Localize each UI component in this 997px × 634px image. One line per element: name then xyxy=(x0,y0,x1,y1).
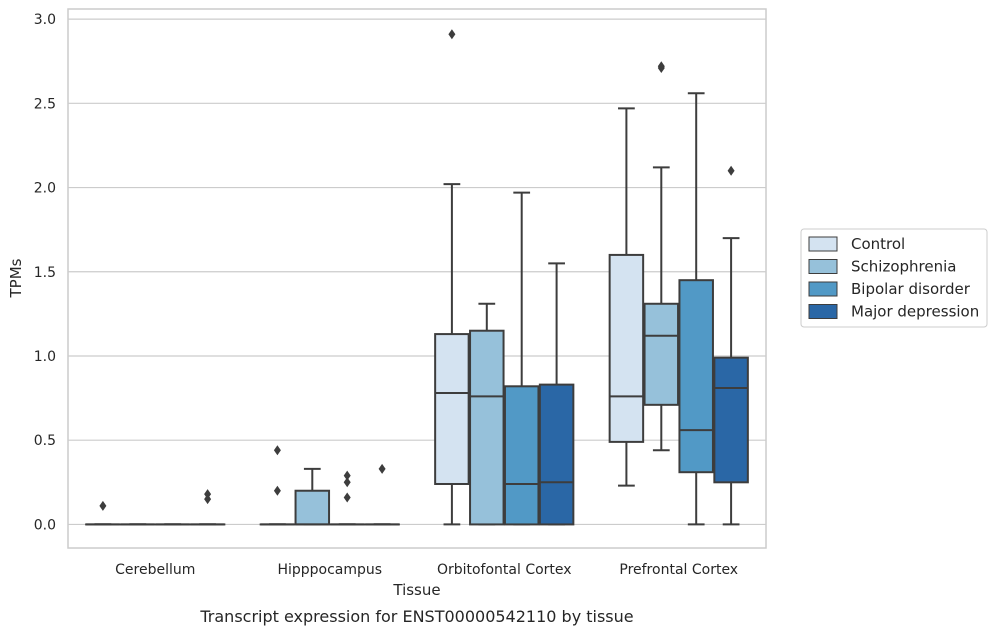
legend-swatch xyxy=(808,236,838,252)
legend-label: Control xyxy=(851,235,905,253)
outlier-point xyxy=(204,489,212,500)
boxes xyxy=(85,29,749,526)
x-tick-label: Orbitofontal Cortex xyxy=(437,562,572,578)
legend-swatch xyxy=(808,304,838,319)
x-tick-label: Hipppocampus xyxy=(277,562,382,578)
outlier-point xyxy=(343,477,351,488)
legend: Control Schizophrenia Bipolar disorder Majo… xyxy=(800,228,988,328)
outlier-point xyxy=(657,61,665,72)
box-iqr xyxy=(538,383,575,526)
y-tick-label: 1.0 xyxy=(34,349,56,365)
box-3-1 xyxy=(643,61,680,452)
box-3-3 xyxy=(713,165,749,526)
outlier-point xyxy=(727,165,735,176)
y-tick-label: 3.0 xyxy=(34,12,56,28)
box-1-1 xyxy=(294,467,331,526)
box-iqr xyxy=(608,253,645,443)
box-iqr xyxy=(469,329,505,526)
box-2-1 xyxy=(469,302,505,526)
y-tick-label: 0.0 xyxy=(34,517,56,533)
y-tick-label: 2.5 xyxy=(34,96,56,112)
outlier-point xyxy=(343,492,351,503)
box-iqr xyxy=(294,489,331,526)
outlier-point xyxy=(99,500,107,511)
box-2-0 xyxy=(434,29,470,526)
box-0-0 xyxy=(85,500,121,526)
box-iqr xyxy=(434,333,470,485)
y-tick-label: 1.5 xyxy=(34,265,56,281)
box-1-3 xyxy=(364,463,400,526)
y-tick-label: 2.0 xyxy=(34,181,56,197)
box-0-3 xyxy=(189,489,226,526)
x-tick-label: Prefrontal Cortex xyxy=(619,562,738,578)
plot-frame xyxy=(67,8,767,549)
outlier-point xyxy=(204,494,212,505)
outlier-point xyxy=(378,463,386,474)
x-axis-ticks: Cerebellum Hipppocampus Orbitofontal Corte… xyxy=(115,562,738,578)
box-2-3 xyxy=(538,262,575,526)
outlier-point xyxy=(448,29,456,40)
y-axis-label: TPMs xyxy=(7,258,25,298)
box-1-2 xyxy=(329,470,365,526)
outlier-point xyxy=(273,485,281,496)
legend-swatch xyxy=(808,259,838,274)
box-1-0 xyxy=(259,445,296,526)
gridlines xyxy=(68,18,766,526)
legend-label: Schizophrenia xyxy=(851,258,956,276)
legend-swatch xyxy=(808,281,838,297)
box-iqr xyxy=(678,279,714,474)
legend-label: Bipolar disorder xyxy=(851,280,971,298)
chart-caption: Transcript expression for ENST0000054211… xyxy=(199,607,633,626)
x-axis-label: Tissue xyxy=(392,581,440,599)
y-tick-label: 0.5 xyxy=(34,433,56,449)
outlier-point xyxy=(273,445,281,456)
box-iqr xyxy=(643,302,680,406)
x-tick-label: Cerebellum xyxy=(115,562,195,578)
y-axis-ticks: 0.0 0.5 1.0 1.5 2.0 2.5 3.0 xyxy=(34,12,56,533)
legend-frame xyxy=(800,228,988,328)
box-iqr xyxy=(503,385,540,526)
box-iqr xyxy=(713,356,749,484)
box-3-2 xyxy=(678,92,714,526)
legend-label: Major depression xyxy=(851,303,979,321)
box-2-2 xyxy=(503,191,540,526)
box-3-0 xyxy=(608,107,645,487)
outlier-point xyxy=(343,470,351,481)
